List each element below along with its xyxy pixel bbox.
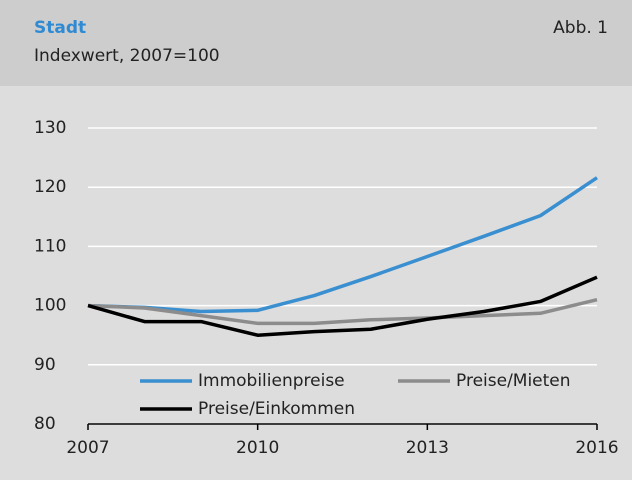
x-tick-label: 2010 xyxy=(236,438,279,458)
header xyxy=(0,0,632,86)
figure-label: Abb. 1 xyxy=(553,18,608,38)
legend-label: Preise/Einkommen xyxy=(198,399,355,419)
x-tick-label: 2016 xyxy=(575,438,618,458)
line xyxy=(87,297,598,326)
y-tick-label: 120 xyxy=(34,177,66,197)
y-tick-label: 90 xyxy=(34,355,56,375)
y-tick-label: 100 xyxy=(34,296,66,316)
x-tick-label: 2013 xyxy=(406,438,449,458)
legend-label: Preise/Mieten xyxy=(456,371,571,391)
y-tick-label: 130 xyxy=(34,118,66,138)
y-tick-label: 80 xyxy=(34,414,56,434)
chart-subtitle: Indexwert, 2007=100 xyxy=(34,46,220,66)
chart-title: Stadt xyxy=(34,18,86,38)
y-tick-label: 110 xyxy=(34,236,66,256)
x-tick-label: 2007 xyxy=(66,438,109,458)
line xyxy=(87,275,598,337)
line xyxy=(87,176,598,314)
legend-label: Immobilienpreise xyxy=(198,371,345,391)
